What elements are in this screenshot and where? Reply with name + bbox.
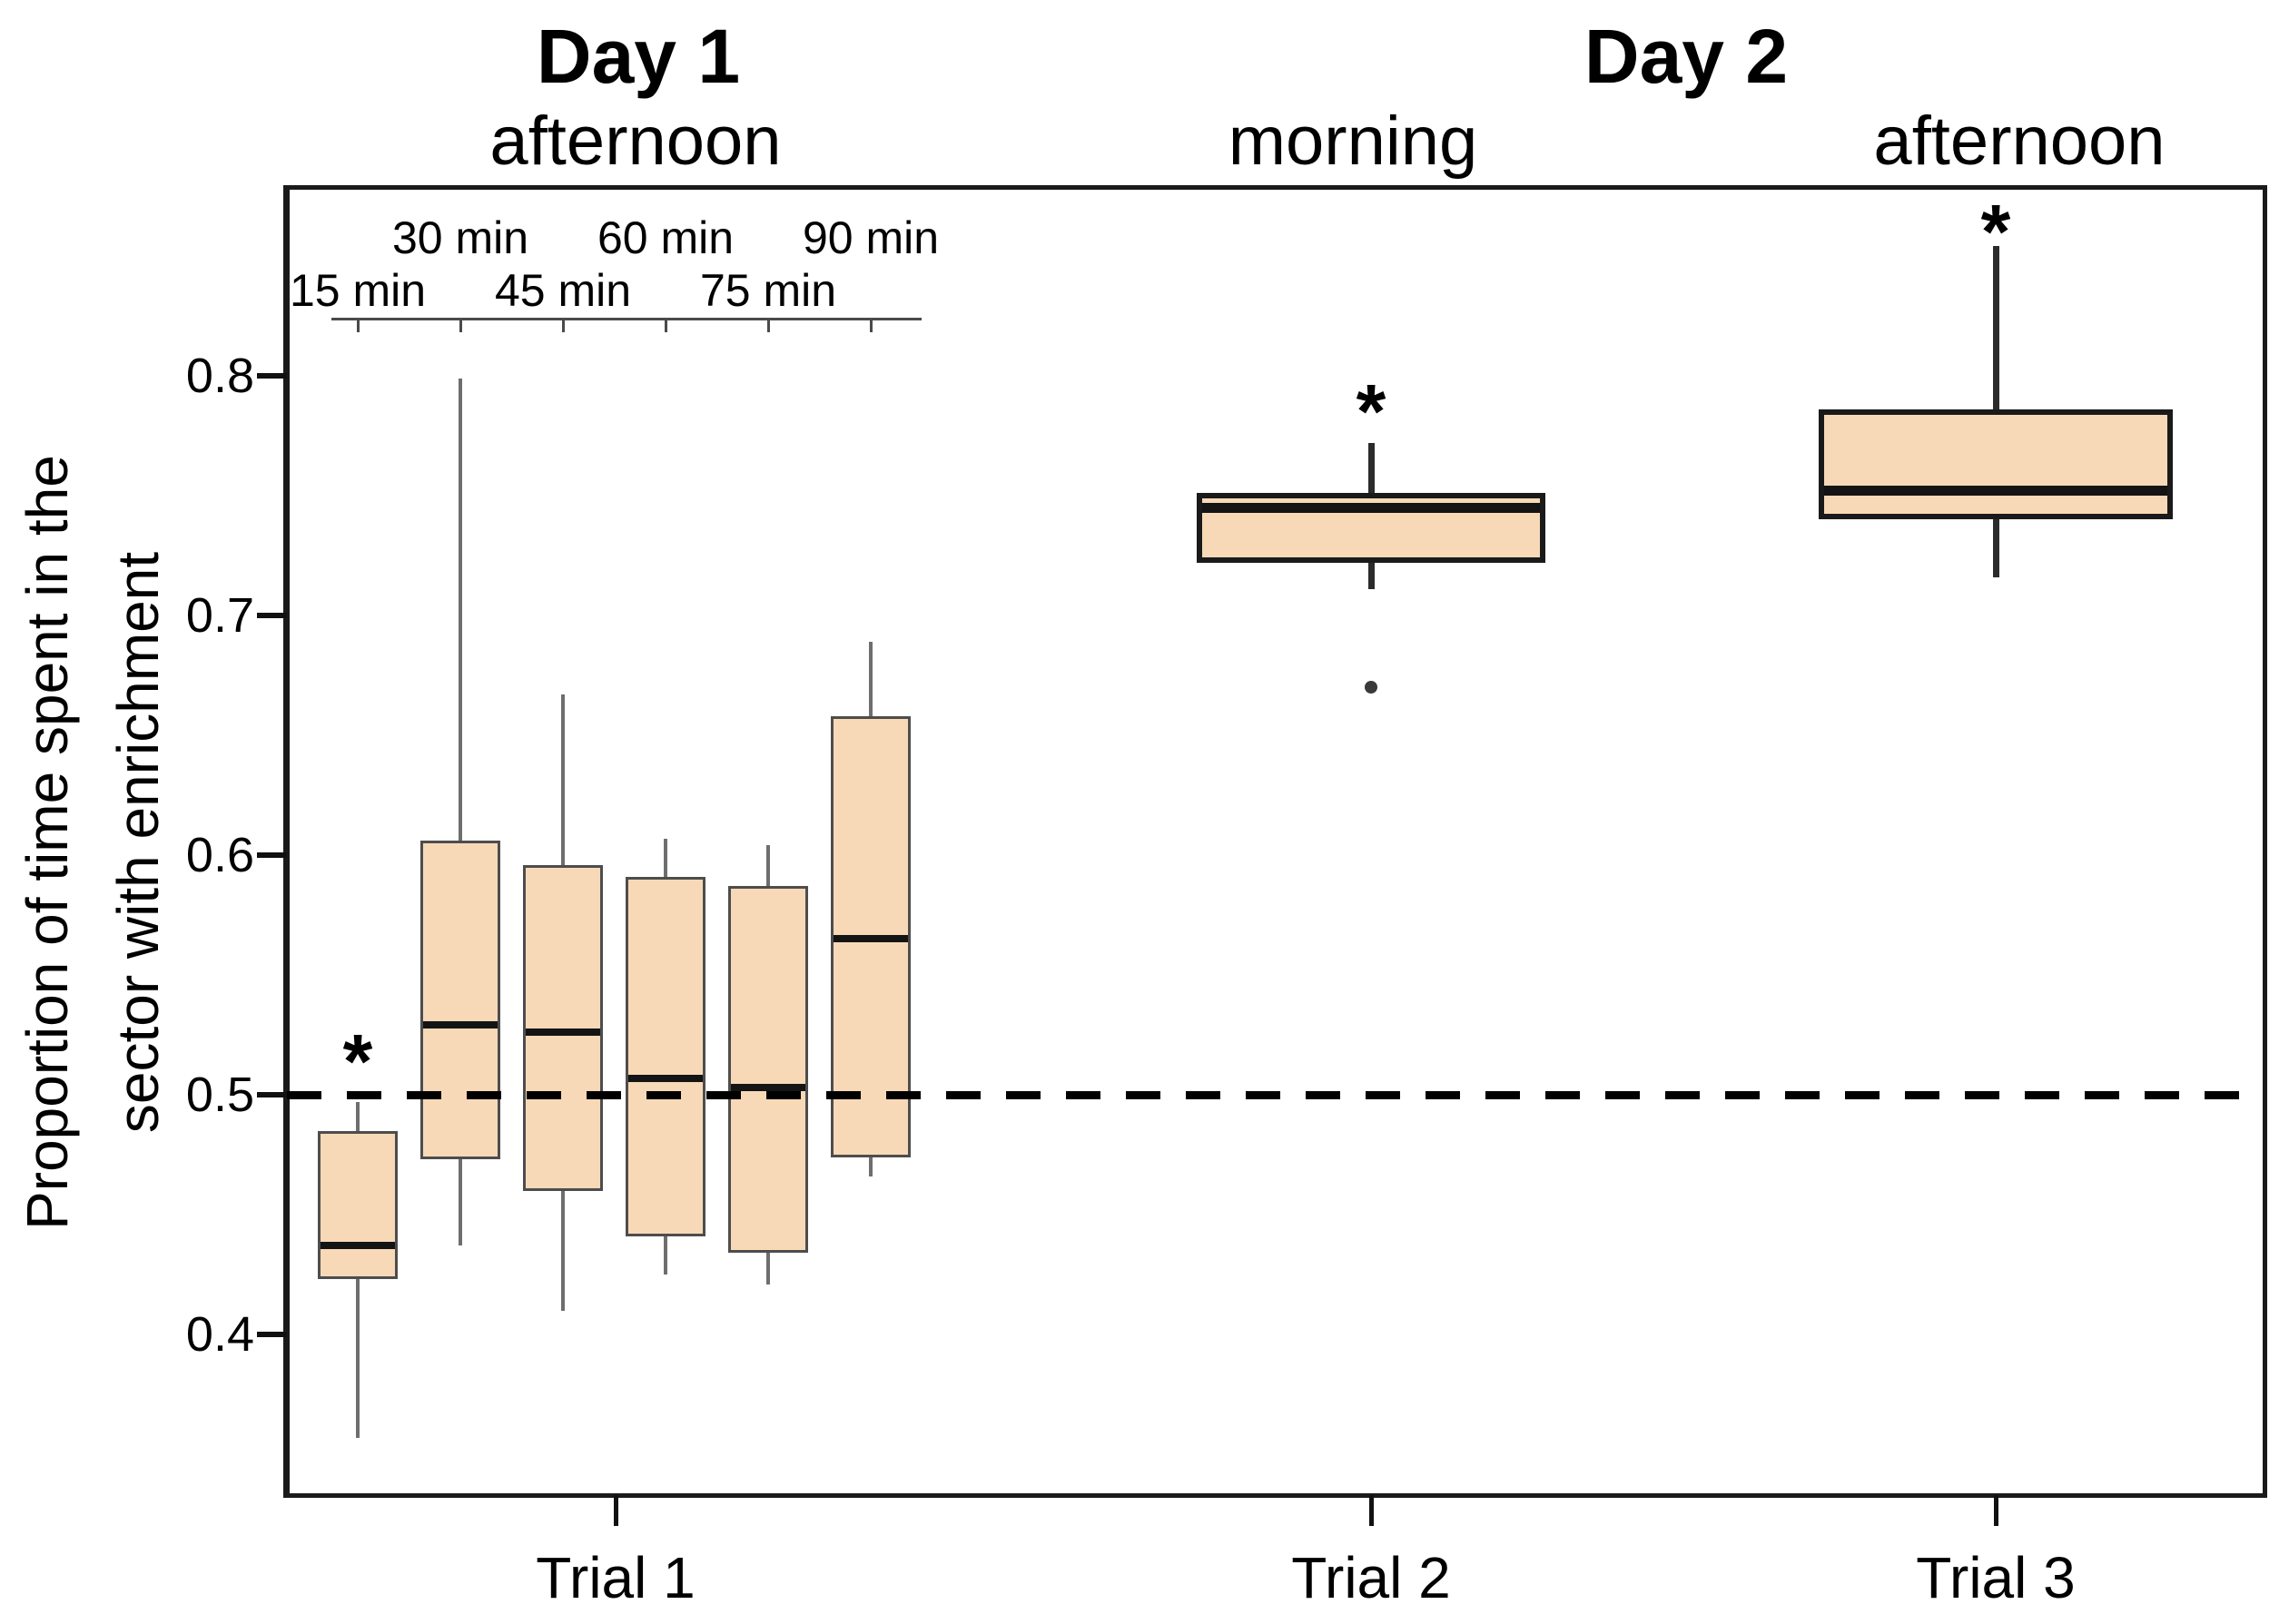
whisker-upper bbox=[561, 694, 565, 865]
significance-asterisk: * bbox=[1356, 369, 1386, 455]
median-line bbox=[731, 1084, 805, 1092]
time-axis-tick bbox=[562, 318, 565, 332]
plot-area bbox=[283, 185, 2267, 1498]
whisker-lower bbox=[664, 1235, 667, 1275]
box-30-min bbox=[420, 841, 500, 1160]
box-15-min bbox=[318, 1130, 398, 1280]
whisker-lower bbox=[356, 1279, 360, 1438]
median-line bbox=[423, 1021, 498, 1029]
whisker-upper bbox=[1992, 246, 1999, 409]
time-axis-tick bbox=[767, 318, 770, 332]
x-axis-tick bbox=[1369, 1495, 1374, 1526]
y-axis-tick-label: 0.6 bbox=[185, 828, 254, 883]
whisker-lower bbox=[459, 1159, 462, 1246]
whisker-upper bbox=[1367, 442, 1375, 494]
whisker-lower bbox=[561, 1190, 565, 1311]
day1-header: Day 1 bbox=[536, 14, 741, 99]
box-trial-3 bbox=[1819, 408, 2173, 520]
time-axis-label: 60 min bbox=[597, 212, 735, 263]
x-axis-tick bbox=[1994, 1495, 1998, 1526]
day1-afternoon-label: afternoon bbox=[489, 103, 782, 180]
y-axis-tick bbox=[257, 1332, 287, 1338]
whisker-lower bbox=[1367, 562, 1375, 589]
y-axis-tick-label: 0.4 bbox=[185, 1307, 254, 1363]
y-axis-tick bbox=[257, 852, 287, 859]
time-axis-label: 75 min bbox=[699, 265, 837, 316]
time-axis-tick bbox=[870, 318, 873, 332]
y-axis-tick bbox=[257, 612, 287, 618]
outlier-point bbox=[1365, 681, 1377, 694]
whisker-lower bbox=[869, 1156, 873, 1176]
x-axis-label-3: Trial 3 bbox=[1916, 1545, 2076, 1610]
whisker-upper bbox=[766, 845, 770, 887]
time-axis-label: 90 min bbox=[802, 212, 940, 263]
median-line bbox=[526, 1029, 600, 1037]
time-axis-label: 45 min bbox=[494, 265, 632, 316]
box-75-min bbox=[728, 886, 808, 1254]
box-60-min bbox=[626, 876, 705, 1236]
median-line bbox=[1202, 502, 1540, 513]
box-45-min bbox=[523, 864, 603, 1191]
y-axis-tick bbox=[257, 1092, 287, 1098]
whisker-upper bbox=[459, 378, 462, 842]
x-axis-label-1: Trial 1 bbox=[536, 1545, 696, 1610]
y-axis-tick-label: 0.5 bbox=[185, 1068, 254, 1123]
y-axis-label-line1: Proportion of time spent in the bbox=[15, 455, 80, 1230]
time-axis-tick bbox=[357, 318, 360, 332]
reference-line-0-5 bbox=[287, 1091, 2264, 1100]
day2-afternoon-label: afternoon bbox=[1873, 103, 2166, 180]
whisker-lower bbox=[766, 1253, 770, 1284]
median-line bbox=[321, 1242, 395, 1250]
time-axis-label: 30 min bbox=[391, 212, 529, 263]
whisker-upper bbox=[664, 838, 667, 877]
median-line bbox=[1824, 486, 2167, 497]
time-axis-tick bbox=[459, 318, 462, 332]
whisker-lower bbox=[1992, 519, 1999, 577]
whisker-upper bbox=[356, 1101, 360, 1131]
median-line bbox=[628, 1074, 703, 1082]
time-axis-line bbox=[331, 318, 922, 320]
y-axis-spine bbox=[287, 189, 290, 1495]
median-line bbox=[834, 935, 908, 943]
y-axis-tick-label: 0.7 bbox=[185, 587, 254, 643]
day2-morning-label: morning bbox=[1228, 103, 1478, 180]
time-axis-label: 15 min bbox=[289, 265, 427, 316]
day2-header: Day 2 bbox=[1584, 14, 1789, 99]
significance-asterisk: * bbox=[342, 1018, 373, 1104]
x-axis-tick bbox=[614, 1495, 618, 1526]
x-axis-label-2: Trial 2 bbox=[1291, 1545, 1451, 1610]
y-axis-tick bbox=[257, 372, 287, 379]
time-axis-tick bbox=[665, 318, 667, 332]
whisker-upper bbox=[869, 642, 873, 716]
y-axis-tick-label: 0.8 bbox=[185, 348, 254, 403]
significance-asterisk: * bbox=[1980, 189, 2011, 275]
